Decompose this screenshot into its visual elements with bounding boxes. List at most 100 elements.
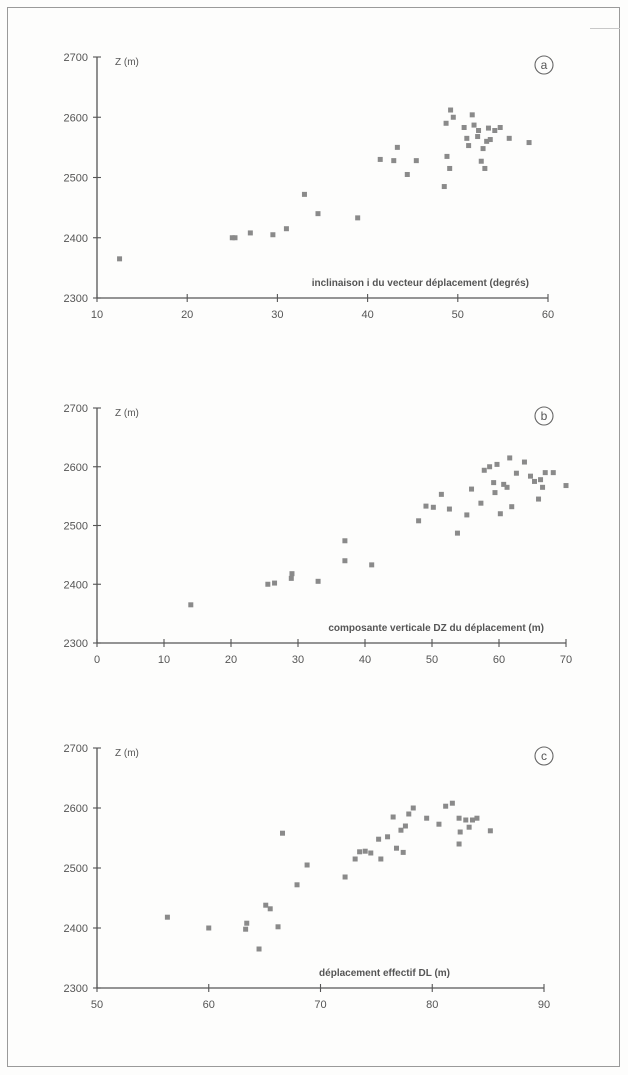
x-tick-label: 30 — [292, 654, 304, 666]
data-point — [423, 503, 429, 509]
data-point — [538, 477, 544, 483]
data-point — [270, 232, 276, 238]
data-point — [492, 128, 498, 134]
data-point — [563, 483, 569, 489]
data-point — [481, 467, 487, 473]
data-point — [398, 827, 404, 833]
data-point — [463, 817, 469, 823]
data-point — [280, 830, 286, 836]
data-point — [368, 850, 374, 856]
data-point — [487, 828, 493, 834]
y-tick-label: 2300 — [64, 638, 88, 650]
data-point — [272, 580, 278, 586]
data-point — [464, 135, 470, 141]
panel-label-badge: a — [534, 55, 554, 75]
x-tick-label: 10 — [158, 654, 170, 666]
data-point — [385, 834, 391, 840]
x-tick-label: 30 — [271, 309, 283, 321]
data-point — [438, 491, 444, 497]
data-point — [480, 146, 486, 152]
panel-label: c — [541, 749, 547, 763]
data-point — [456, 815, 462, 821]
data-points — [117, 107, 532, 262]
data-point — [377, 156, 383, 162]
x-tick-label: 50 — [91, 999, 103, 1011]
data-point — [469, 486, 475, 492]
panel-label-circle — [534, 55, 554, 75]
data-point — [357, 849, 363, 855]
data-point — [504, 484, 510, 490]
scatter-panel-c: 2300 2400 2500 2600 2700 50 60 70 80 90 Z (m) dépla… — [64, 743, 554, 1011]
y-tick-label: 2400 — [64, 579, 88, 591]
y-tick-label: 2600 — [64, 462, 88, 474]
data-point — [288, 575, 294, 581]
data-point — [474, 815, 480, 821]
data-point — [342, 558, 348, 564]
data-point — [454, 530, 460, 536]
data-point — [443, 120, 449, 126]
data-point — [263, 902, 269, 908]
x-axis-label: composante verticale DZ du déplacement (… — [328, 623, 544, 634]
data-point — [188, 602, 194, 608]
data-point — [256, 946, 262, 952]
data-point — [294, 882, 300, 888]
x-axis-label: inclinaison i du vecteur déplacement (de… — [312, 278, 529, 289]
panel-label-circle — [534, 746, 554, 766]
x-axis-label: déplacement effectif DL (m) — [319, 968, 450, 979]
data-point — [416, 518, 422, 524]
x-tick-label: 60 — [203, 999, 215, 1011]
x-tick-label: 60 — [493, 654, 505, 666]
data-point — [527, 473, 533, 479]
data-point — [315, 211, 321, 217]
y-tick-label: 2600 — [64, 803, 88, 815]
data-point — [376, 836, 382, 842]
data-point — [475, 134, 481, 140]
data-point — [355, 215, 361, 221]
data-point — [449, 800, 455, 806]
data-point — [304, 862, 310, 868]
y-tick-label: 2500 — [64, 863, 88, 875]
data-point — [352, 856, 358, 862]
data-point — [362, 848, 368, 854]
data-point — [464, 512, 470, 518]
data-point — [506, 135, 512, 141]
data-point — [456, 841, 462, 847]
data-point — [117, 256, 123, 262]
data-point — [265, 581, 271, 587]
data-point — [513, 470, 519, 476]
data-point — [550, 470, 556, 476]
data-point — [494, 461, 500, 467]
x-tick-label: 90 — [538, 999, 550, 1011]
x-tick-label: 20 — [181, 309, 193, 321]
data-point — [229, 235, 235, 241]
y-axis-label: Z (m) — [115, 57, 139, 68]
data-point — [526, 140, 532, 146]
data-point — [491, 480, 497, 486]
data-point — [492, 490, 498, 496]
data-point — [466, 824, 472, 830]
data-point — [301, 191, 307, 197]
data-point — [521, 459, 527, 465]
panel-label: b — [541, 409, 548, 423]
data-point — [478, 500, 484, 506]
data-point — [424, 815, 430, 821]
data-point — [457, 829, 463, 835]
x-tick-label: 20 — [225, 654, 237, 666]
data-point — [206, 925, 212, 931]
data-point — [466, 143, 472, 149]
data-points — [164, 800, 493, 952]
data-point — [267, 906, 273, 912]
x-tick-label: 40 — [361, 309, 373, 321]
data-point — [469, 112, 475, 118]
data-point — [540, 484, 546, 490]
data-point — [243, 926, 249, 932]
data-point — [478, 158, 484, 164]
data-point — [391, 158, 397, 164]
data-point — [536, 496, 542, 502]
data-point — [164, 914, 170, 920]
data-point — [393, 845, 399, 851]
data-point — [436, 821, 442, 827]
data-point — [232, 235, 238, 241]
